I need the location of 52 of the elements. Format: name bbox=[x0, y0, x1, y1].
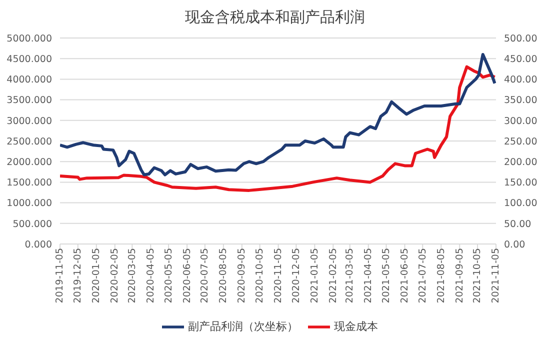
y-tick-label: 2000.000 bbox=[6, 156, 52, 168]
x-tick-label: 2021-04-05 bbox=[363, 248, 374, 304]
legend-label: 副产品利润（次坐标） bbox=[188, 320, 298, 334]
y2-tick-label: 250.00 bbox=[504, 136, 538, 148]
x-tick-label: 2021-11-05 bbox=[490, 248, 502, 304]
line-series bbox=[60, 52, 496, 176]
x-tick-label: 2020-11-05 bbox=[273, 248, 284, 304]
y2-tick-label: 200.00 bbox=[504, 156, 538, 168]
x-tick-label: 2020-10-05 bbox=[254, 248, 266, 304]
y-tick-label: 2500.000 bbox=[6, 136, 52, 148]
y-tick-label: 3500.000 bbox=[6, 95, 52, 106]
y2-tick-label: 0.00 bbox=[504, 239, 526, 250]
x-tick-label: 2019-12-05 bbox=[72, 248, 84, 304]
x-tick-label: 2021-08-05 bbox=[436, 248, 447, 304]
x-tick-label: 2020-05-05 bbox=[163, 248, 174, 304]
x-tick-label: 2020-12-05 bbox=[290, 248, 302, 304]
x-tick-label: 2021-07-05 bbox=[417, 248, 428, 304]
y2-tick-label: 500.00 bbox=[504, 33, 538, 44]
x-tick-label: 2020-07-05 bbox=[200, 248, 211, 304]
x-tick-label: 2020-04-05 bbox=[145, 248, 156, 304]
y2-tick-label: 150.00 bbox=[504, 178, 538, 189]
y2-tick-label: 400.00 bbox=[504, 74, 538, 86]
y-tick-label: 4000.000 bbox=[6, 74, 52, 86]
x-tick-label: 2020-08-05 bbox=[218, 248, 230, 304]
y2-tick-label: 350.00 bbox=[504, 95, 538, 106]
x-tick-label: 2021-02-05 bbox=[328, 248, 339, 304]
y-tick-label: 5000.000 bbox=[6, 33, 52, 44]
x-tick-label: 2020-01-05 bbox=[91, 248, 102, 304]
y2-tick-label: 50.00 bbox=[504, 218, 532, 230]
x-tick-label: 2020-06-05 bbox=[182, 248, 193, 304]
x-tick-label: 2021-01-05 bbox=[309, 248, 320, 304]
chart-title: 现金含税成本和副产品利润 bbox=[184, 7, 366, 28]
x-tick-label: 2021-06-05 bbox=[399, 248, 410, 304]
x-tick-label: 2021-03-05 bbox=[344, 248, 356, 304]
legend-label: 现金成本 bbox=[334, 320, 378, 334]
y2-tick-label: 300.00 bbox=[504, 116, 538, 127]
y-tick-label: 3000.000 bbox=[6, 116, 52, 127]
y-tick-label: 1000.000 bbox=[6, 198, 52, 210]
y-tick-label: 500.000 bbox=[12, 218, 52, 230]
line-series bbox=[60, 65, 496, 192]
y-tick-label: 4500.000 bbox=[6, 54, 52, 65]
x-tick-label: 2020-02-05 bbox=[110, 248, 121, 304]
y2-tick-label: 100.00 bbox=[504, 198, 538, 210]
x-tick-label: 2021-10-05 bbox=[472, 248, 484, 304]
y2-tick-label: 450.00 bbox=[504, 54, 538, 65]
x-tick-label: 2019-11-05 bbox=[54, 248, 66, 304]
x-tick-label: 2020-03-05 bbox=[126, 248, 138, 304]
x-tick-label: 2021-05-05 bbox=[381, 248, 392, 304]
x-tick-label: 2020-09-05 bbox=[236, 248, 248, 304]
x-tick-label: 2021-09-05 bbox=[454, 248, 466, 304]
y-tick-label: 1500.000 bbox=[6, 178, 52, 189]
y-tick-label: 0.000 bbox=[24, 239, 52, 250]
